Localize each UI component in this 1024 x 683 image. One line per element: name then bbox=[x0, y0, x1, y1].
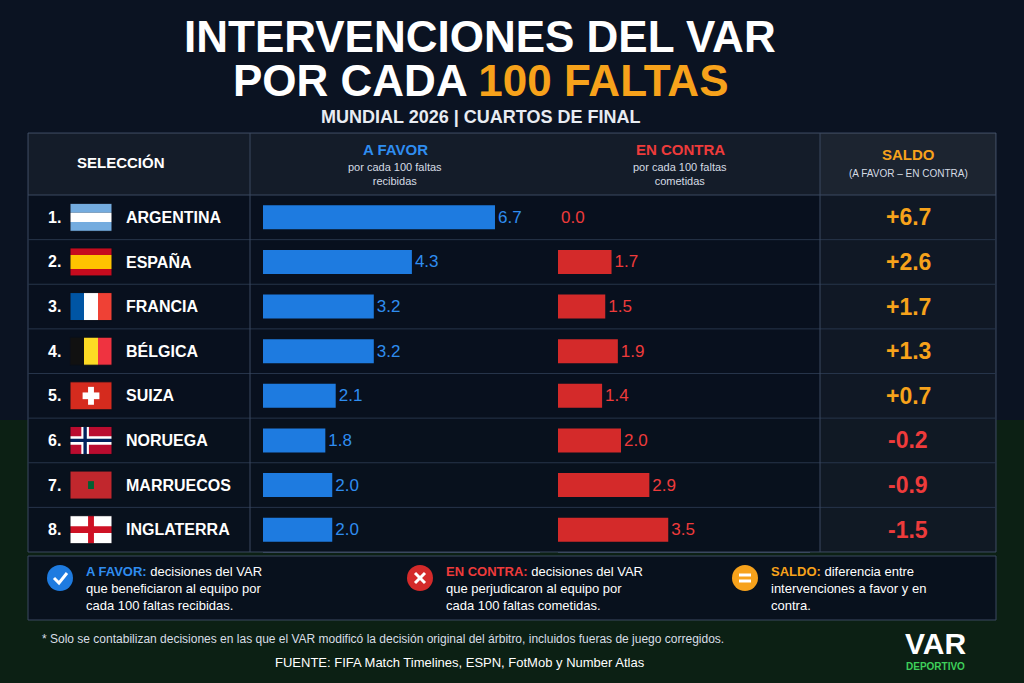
svg-text:2.: 2. bbox=[48, 253, 61, 270]
svg-text:EN CONTRA: EN CONTRA bbox=[636, 141, 725, 158]
svg-text:INTERVENCIONES DEL VAR: INTERVENCIONES DEL VAR bbox=[184, 12, 776, 61]
svg-text:por cada 100 faltascometidas: por cada 100 faltascometidas bbox=[633, 161, 727, 187]
svg-text:FUENTE: FIFA Match Timelines,: FUENTE: FIFA Match Timelines, ESPN, FotM… bbox=[275, 655, 645, 670]
svg-text:1.7: 1.7 bbox=[615, 252, 639, 271]
svg-text:ARGENTINA: ARGENTINA bbox=[126, 209, 222, 226]
svg-text:8.: 8. bbox=[48, 521, 61, 538]
svg-text:1.9: 1.9 bbox=[621, 342, 645, 361]
svg-text:0.0: 0.0 bbox=[561, 208, 585, 227]
svg-text:BÉLGICA: BÉLGICA bbox=[126, 342, 198, 360]
svg-text:3.2: 3.2 bbox=[377, 342, 401, 361]
svg-text:EN CONTRA: decisiones del VARq: EN CONTRA: decisiones del VARque perjudi… bbox=[446, 564, 643, 613]
svg-text:1.8: 1.8 bbox=[328, 431, 352, 450]
svg-text:VAR: VAR bbox=[905, 627, 966, 660]
svg-text:A FAVOR: A FAVOR bbox=[363, 141, 428, 158]
svg-text:NORUEGA: NORUEGA bbox=[126, 432, 208, 449]
svg-text:3.5: 3.5 bbox=[671, 520, 695, 539]
svg-text:2.0: 2.0 bbox=[335, 476, 359, 495]
svg-text:2.0: 2.0 bbox=[624, 431, 648, 450]
svg-text:3.: 3. bbox=[48, 298, 61, 315]
svg-text:6.: 6. bbox=[48, 432, 61, 449]
svg-text:por cada 100 faltasrecibidas: por cada 100 faltasrecibidas bbox=[348, 161, 442, 187]
svg-text:SALDO: SALDO bbox=[882, 146, 935, 163]
svg-text:MARRUECOS: MARRUECOS bbox=[126, 477, 231, 494]
svg-text:2.9: 2.9 bbox=[652, 476, 676, 495]
svg-text:4.3: 4.3 bbox=[415, 252, 439, 271]
svg-text:+6.7: +6.7 bbox=[886, 204, 931, 230]
svg-text:3.2: 3.2 bbox=[377, 297, 401, 316]
svg-text:SELECCIÓN: SELECCIÓN bbox=[77, 154, 165, 171]
svg-text:+1.7: +1.7 bbox=[886, 294, 931, 320]
svg-text:+1.3: +1.3 bbox=[886, 338, 931, 364]
svg-text:4.: 4. bbox=[48, 343, 61, 360]
svg-text:SUIZA: SUIZA bbox=[126, 387, 174, 404]
svg-text:-0.9: -0.9 bbox=[888, 472, 928, 498]
svg-text:A FAVOR: decisiones del VARque: A FAVOR: decisiones del VARque beneficia… bbox=[86, 564, 262, 613]
svg-text:SALDO: diferencia entreinterve: SALDO: diferencia entreintervenciones a … bbox=[771, 564, 926, 613]
svg-text:1.4: 1.4 bbox=[605, 386, 629, 405]
svg-text:* Solo se contabilizan decisio: * Solo se contabilizan decisiones en las… bbox=[42, 632, 724, 646]
svg-text:(A FAVOR – EN CONTRA): (A FAVOR – EN CONTRA) bbox=[849, 168, 968, 179]
svg-text:MUNDIAL 2026 | CUARTOS DE FINA: MUNDIAL 2026 | CUARTOS DE FINAL bbox=[321, 107, 640, 127]
svg-text:2.0: 2.0 bbox=[335, 520, 359, 539]
svg-text:1.5: 1.5 bbox=[608, 297, 632, 316]
svg-text:7.: 7. bbox=[48, 477, 61, 494]
svg-text:DEPORTIVO: DEPORTIVO bbox=[906, 661, 965, 672]
svg-text:1.: 1. bbox=[48, 209, 61, 226]
svg-text:+2.6: +2.6 bbox=[886, 249, 931, 275]
svg-text:5.: 5. bbox=[48, 387, 61, 404]
svg-text:POR CADA 100 FALTAS: POR CADA 100 FALTAS bbox=[233, 56, 728, 105]
svg-text:6.7: 6.7 bbox=[498, 208, 522, 227]
svg-text:FRANCIA: FRANCIA bbox=[126, 298, 198, 315]
svg-text:-0.2: -0.2 bbox=[888, 427, 928, 453]
svg-text:ESPAÑA: ESPAÑA bbox=[126, 252, 192, 271]
svg-text:+0.7: +0.7 bbox=[886, 383, 931, 409]
svg-text:2.1: 2.1 bbox=[339, 386, 363, 405]
svg-text:-1.5: -1.5 bbox=[888, 517, 928, 543]
svg-text:INGLATERRA: INGLATERRA bbox=[126, 521, 230, 538]
